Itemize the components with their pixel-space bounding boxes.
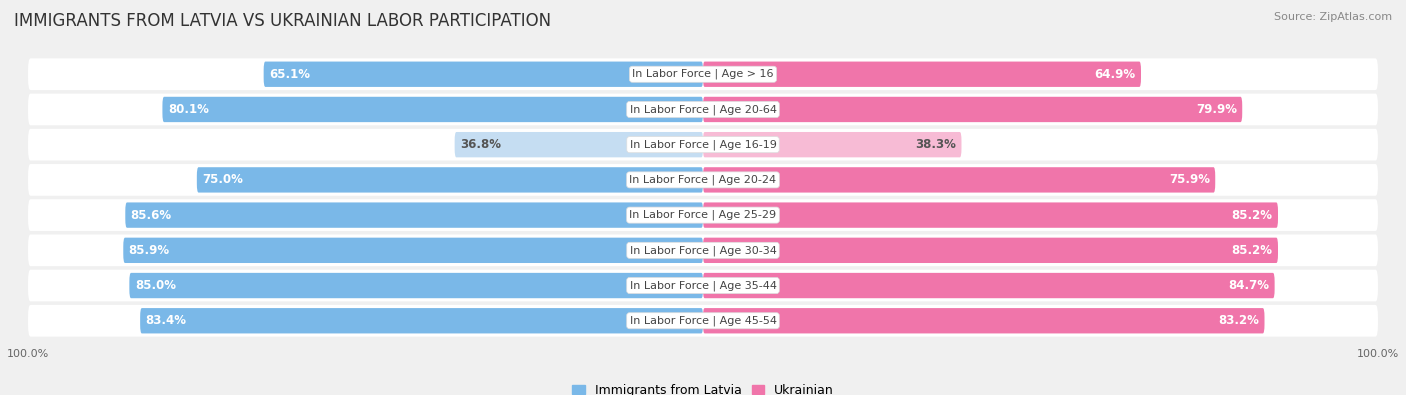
Text: 75.9%: 75.9%	[1168, 173, 1209, 186]
FancyBboxPatch shape	[703, 132, 962, 157]
FancyBboxPatch shape	[703, 273, 1275, 298]
FancyBboxPatch shape	[703, 238, 1278, 263]
Text: 80.1%: 80.1%	[167, 103, 208, 116]
FancyBboxPatch shape	[28, 235, 1378, 266]
Text: 64.9%: 64.9%	[1094, 68, 1136, 81]
FancyBboxPatch shape	[28, 270, 1378, 301]
FancyBboxPatch shape	[28, 94, 1378, 125]
Legend: Immigrants from Latvia, Ukrainian: Immigrants from Latvia, Ukrainian	[567, 379, 839, 395]
Text: In Labor Force | Age 20-64: In Labor Force | Age 20-64	[630, 104, 776, 115]
Text: Source: ZipAtlas.com: Source: ZipAtlas.com	[1274, 12, 1392, 22]
FancyBboxPatch shape	[28, 58, 1378, 90]
Text: 85.6%: 85.6%	[131, 209, 172, 222]
FancyBboxPatch shape	[28, 164, 1378, 196]
Text: 85.0%: 85.0%	[135, 279, 176, 292]
Text: 84.7%: 84.7%	[1229, 279, 1270, 292]
FancyBboxPatch shape	[125, 202, 703, 228]
Text: In Labor Force | Age 35-44: In Labor Force | Age 35-44	[630, 280, 776, 291]
FancyBboxPatch shape	[129, 273, 703, 298]
Text: 79.9%: 79.9%	[1197, 103, 1237, 116]
FancyBboxPatch shape	[703, 202, 1278, 228]
FancyBboxPatch shape	[163, 97, 703, 122]
FancyBboxPatch shape	[197, 167, 703, 193]
FancyBboxPatch shape	[454, 132, 703, 157]
Text: In Labor Force | Age 25-29: In Labor Force | Age 25-29	[630, 210, 776, 220]
FancyBboxPatch shape	[28, 199, 1378, 231]
FancyBboxPatch shape	[703, 97, 1243, 122]
Text: 85.9%: 85.9%	[129, 244, 170, 257]
Text: 75.0%: 75.0%	[202, 173, 243, 186]
Text: 83.4%: 83.4%	[146, 314, 187, 327]
Text: In Labor Force | Age 45-54: In Labor Force | Age 45-54	[630, 316, 776, 326]
FancyBboxPatch shape	[28, 305, 1378, 337]
FancyBboxPatch shape	[703, 167, 1215, 193]
Text: In Labor Force | Age 20-24: In Labor Force | Age 20-24	[630, 175, 776, 185]
FancyBboxPatch shape	[703, 308, 1264, 333]
FancyBboxPatch shape	[141, 308, 703, 333]
FancyBboxPatch shape	[264, 62, 703, 87]
Text: 65.1%: 65.1%	[269, 68, 311, 81]
Text: IMMIGRANTS FROM LATVIA VS UKRAINIAN LABOR PARTICIPATION: IMMIGRANTS FROM LATVIA VS UKRAINIAN LABO…	[14, 12, 551, 30]
Text: In Labor Force | Age 16-19: In Labor Force | Age 16-19	[630, 139, 776, 150]
FancyBboxPatch shape	[703, 62, 1142, 87]
FancyBboxPatch shape	[28, 129, 1378, 160]
Text: In Labor Force | Age > 16: In Labor Force | Age > 16	[633, 69, 773, 79]
Text: 83.2%: 83.2%	[1218, 314, 1260, 327]
Text: 36.8%: 36.8%	[460, 138, 501, 151]
FancyBboxPatch shape	[124, 238, 703, 263]
Text: 38.3%: 38.3%	[915, 138, 956, 151]
Text: 85.2%: 85.2%	[1232, 244, 1272, 257]
Text: In Labor Force | Age 30-34: In Labor Force | Age 30-34	[630, 245, 776, 256]
Text: 85.2%: 85.2%	[1232, 209, 1272, 222]
